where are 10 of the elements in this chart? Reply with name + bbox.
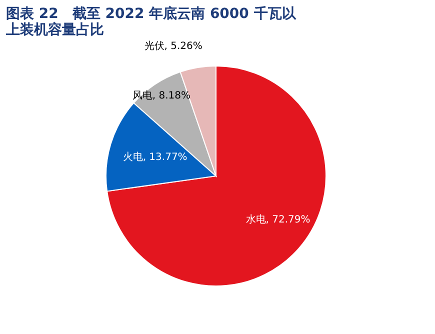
chart-title: 图表 22 截至 2022 年底云南 6000 千瓦以上装机容量占比 bbox=[5, 4, 297, 38]
slice-label: 水电 bbox=[246, 213, 266, 226]
data-label: , 13.77% bbox=[142, 152, 188, 163]
data-label: , 72.79% bbox=[266, 214, 310, 226]
slice-label: 火电 bbox=[122, 150, 143, 163]
slice-label: 风电 bbox=[132, 89, 152, 102]
pie-slice bbox=[106, 66, 326, 286]
slice-label: 光伏 bbox=[144, 40, 164, 52]
data-label: , 8.18% bbox=[152, 90, 190, 102]
data-label: , 5.26% bbox=[164, 40, 202, 52]
